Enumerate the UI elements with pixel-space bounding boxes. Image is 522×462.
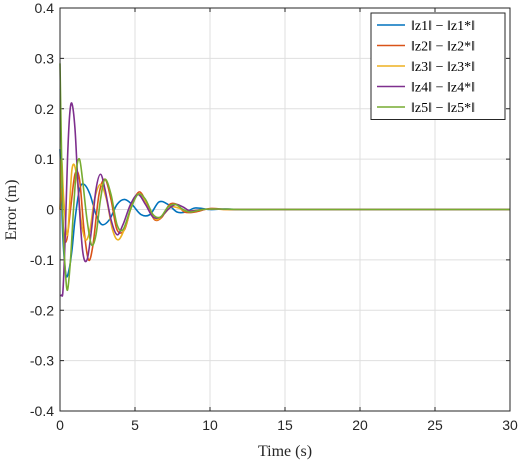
y-tick-label: 0.3 [35, 50, 55, 66]
x-tick-label: 0 [56, 417, 64, 433]
y-tick-label: -0.4 [30, 403, 54, 419]
y-tick-label: -0.3 [30, 353, 54, 369]
legend-label-z4: ‖z4‖ − ‖z4*‖ [411, 81, 475, 96]
x-tick-label: 10 [202, 417, 218, 433]
y-tick-label: 0 [46, 202, 54, 218]
y-tick-label: 0.1 [35, 151, 55, 167]
x-tick-label: 15 [277, 417, 293, 433]
y-tick-label: -0.1 [30, 252, 54, 268]
x-tick-label: 20 [352, 417, 368, 433]
x-tick-label: 5 [131, 417, 139, 433]
y-axis-label: Error (m) [3, 180, 20, 241]
y-tick-label: 0.2 [35, 101, 55, 117]
x-tick-label: 25 [427, 417, 443, 433]
legend-label-z3: ‖z3‖ − ‖z3*‖ [411, 60, 475, 75]
series-lines [59, 63, 510, 297]
y-tick-label: -0.2 [30, 302, 54, 318]
plot-frame [59, 7, 511, 412]
legend: ‖z1‖ − ‖z1*‖ ‖z2‖ − ‖z2*‖ ‖z3‖ − ‖z3*‖ ‖z4‖… [370, 12, 506, 120]
tick-labels: 0 5 10 15 20 25 30 -0.4 -0.3 -0.2 -0.1 0 0.1 0.2 0.3 0.… [30, 0, 518, 433]
legend-label-z1: ‖z1‖ − ‖z1*‖ [411, 19, 475, 34]
legend-label-z2: ‖z2‖ − ‖z2*‖ [411, 40, 475, 55]
y-tick-label: 0.4 [35, 0, 55, 16]
x-axis-label: Time (s) [258, 443, 312, 460]
legend-label-z5: ‖z5‖ − ‖z5*‖ [411, 101, 475, 116]
x-tick-label: 30 [502, 417, 518, 433]
series-line-z5 [59, 63, 510, 291]
